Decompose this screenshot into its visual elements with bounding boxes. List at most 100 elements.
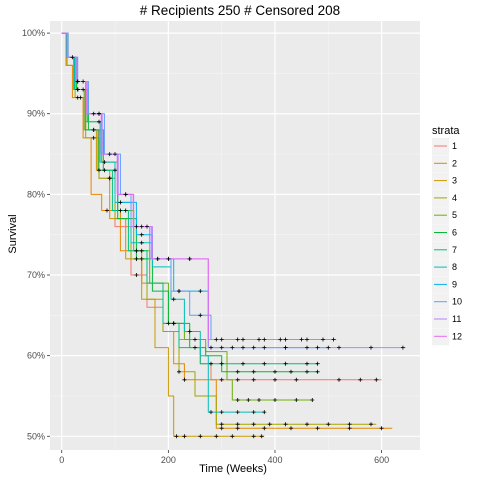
censor-mark bbox=[171, 321, 176, 326]
censor-mark bbox=[337, 345, 341, 350]
censor-mark bbox=[139, 232, 144, 237]
chart-title: # Recipients 250 # Censored 208 bbox=[140, 3, 340, 18]
censor-mark bbox=[97, 111, 101, 116]
censor-mark bbox=[347, 426, 352, 431]
censor-mark bbox=[294, 377, 299, 382]
y-tick-label: 90% bbox=[27, 109, 45, 119]
censor-mark bbox=[102, 160, 107, 165]
censor-mark bbox=[321, 337, 325, 342]
censor-mark bbox=[400, 345, 405, 350]
survival-curve-2 bbox=[61, 32, 393, 429]
censor-mark bbox=[97, 119, 101, 124]
censor-mark bbox=[331, 337, 336, 342]
censor-mark bbox=[262, 337, 267, 342]
censor-mark bbox=[145, 224, 149, 229]
y-axis-label: Survival bbox=[7, 214, 19, 253]
censor-mark bbox=[262, 361, 267, 366]
censor-mark bbox=[259, 434, 264, 439]
censor-mark bbox=[246, 398, 251, 402]
censor-mark bbox=[214, 337, 219, 342]
legend-label-8: 8 bbox=[452, 262, 457, 272]
censor-mark bbox=[262, 426, 267, 431]
censor-mark bbox=[91, 135, 96, 140]
legend-label-6: 6 bbox=[452, 228, 457, 238]
censor-mark bbox=[105, 208, 109, 213]
censor-mark bbox=[305, 369, 309, 374]
censor-mark bbox=[134, 273, 139, 277]
plot-panel bbox=[50, 21, 420, 450]
censor-mark bbox=[262, 345, 267, 350]
censor-mark bbox=[241, 345, 245, 350]
censor-mark bbox=[315, 369, 320, 374]
censor-mark bbox=[182, 434, 187, 439]
x-tick-label: 0 bbox=[59, 455, 64, 465]
censor-mark bbox=[91, 111, 96, 116]
censor-mark bbox=[347, 422, 352, 427]
censor-mark bbox=[273, 398, 277, 402]
censor-mark bbox=[305, 345, 309, 350]
censor-mark bbox=[81, 79, 86, 84]
censor-mark bbox=[113, 168, 117, 173]
x-axis-label: Time (Weeks) bbox=[199, 463, 267, 475]
censor-mark bbox=[235, 369, 240, 374]
censor-mark bbox=[358, 377, 363, 382]
censor-mark bbox=[209, 345, 213, 350]
censor-mark bbox=[118, 200, 123, 205]
censor-mark bbox=[235, 337, 240, 342]
censor-mark bbox=[166, 321, 171, 326]
x-tick-label: 600 bbox=[374, 455, 389, 465]
censor-mark bbox=[177, 369, 181, 374]
censor-mark bbox=[257, 398, 261, 402]
censor-mark bbox=[174, 434, 179, 439]
censor-mark bbox=[123, 192, 128, 197]
censor-mark bbox=[315, 345, 320, 350]
censor-mark bbox=[273, 377, 277, 382]
censor-mark bbox=[241, 337, 245, 342]
censor-mark bbox=[267, 422, 272, 427]
censor-mark bbox=[155, 256, 160, 261]
censor-mark bbox=[107, 152, 112, 157]
censor-mark bbox=[139, 256, 144, 261]
censor-mark bbox=[251, 369, 256, 374]
censor-mark bbox=[118, 208, 123, 213]
censor-mark bbox=[193, 337, 197, 342]
censor-mark bbox=[70, 55, 75, 60]
censor-mark bbox=[235, 398, 240, 402]
censor-mark bbox=[315, 361, 320, 366]
censor-mark bbox=[187, 256, 192, 261]
censor-mark bbox=[235, 410, 240, 415]
censor-mark bbox=[305, 422, 309, 427]
censor-mark bbox=[326, 345, 331, 350]
legend-label-10: 10 bbox=[452, 297, 462, 307]
censor-mark bbox=[315, 426, 320, 431]
censor-mark bbox=[289, 369, 293, 374]
censor-mark bbox=[198, 289, 203, 294]
legend-label-12: 12 bbox=[452, 331, 462, 341]
censor-mark bbox=[230, 434, 235, 439]
censor-mark bbox=[134, 224, 139, 229]
censor-mark bbox=[134, 256, 139, 261]
x-tick-label: 200 bbox=[161, 455, 176, 465]
censor-mark bbox=[219, 377, 224, 382]
censor-mark bbox=[294, 398, 299, 402]
censor-mark bbox=[219, 422, 224, 427]
legend-label-11: 11 bbox=[452, 314, 461, 324]
censor-mark bbox=[283, 337, 288, 342]
censor-mark bbox=[251, 377, 256, 382]
y-tick-label: 60% bbox=[27, 351, 45, 361]
y-tick-label: 50% bbox=[27, 431, 45, 441]
plot-area bbox=[50, 21, 420, 450]
censor-mark bbox=[283, 422, 288, 427]
censor-mark bbox=[193, 345, 197, 350]
censor-mark bbox=[262, 410, 267, 415]
censor-mark bbox=[209, 361, 213, 366]
censor-mark bbox=[97, 168, 101, 173]
censor-mark bbox=[257, 337, 261, 342]
censor-mark bbox=[123, 208, 128, 213]
legend-label-4: 4 bbox=[452, 193, 457, 203]
censor-mark bbox=[379, 426, 384, 431]
censor-mark bbox=[219, 426, 224, 431]
